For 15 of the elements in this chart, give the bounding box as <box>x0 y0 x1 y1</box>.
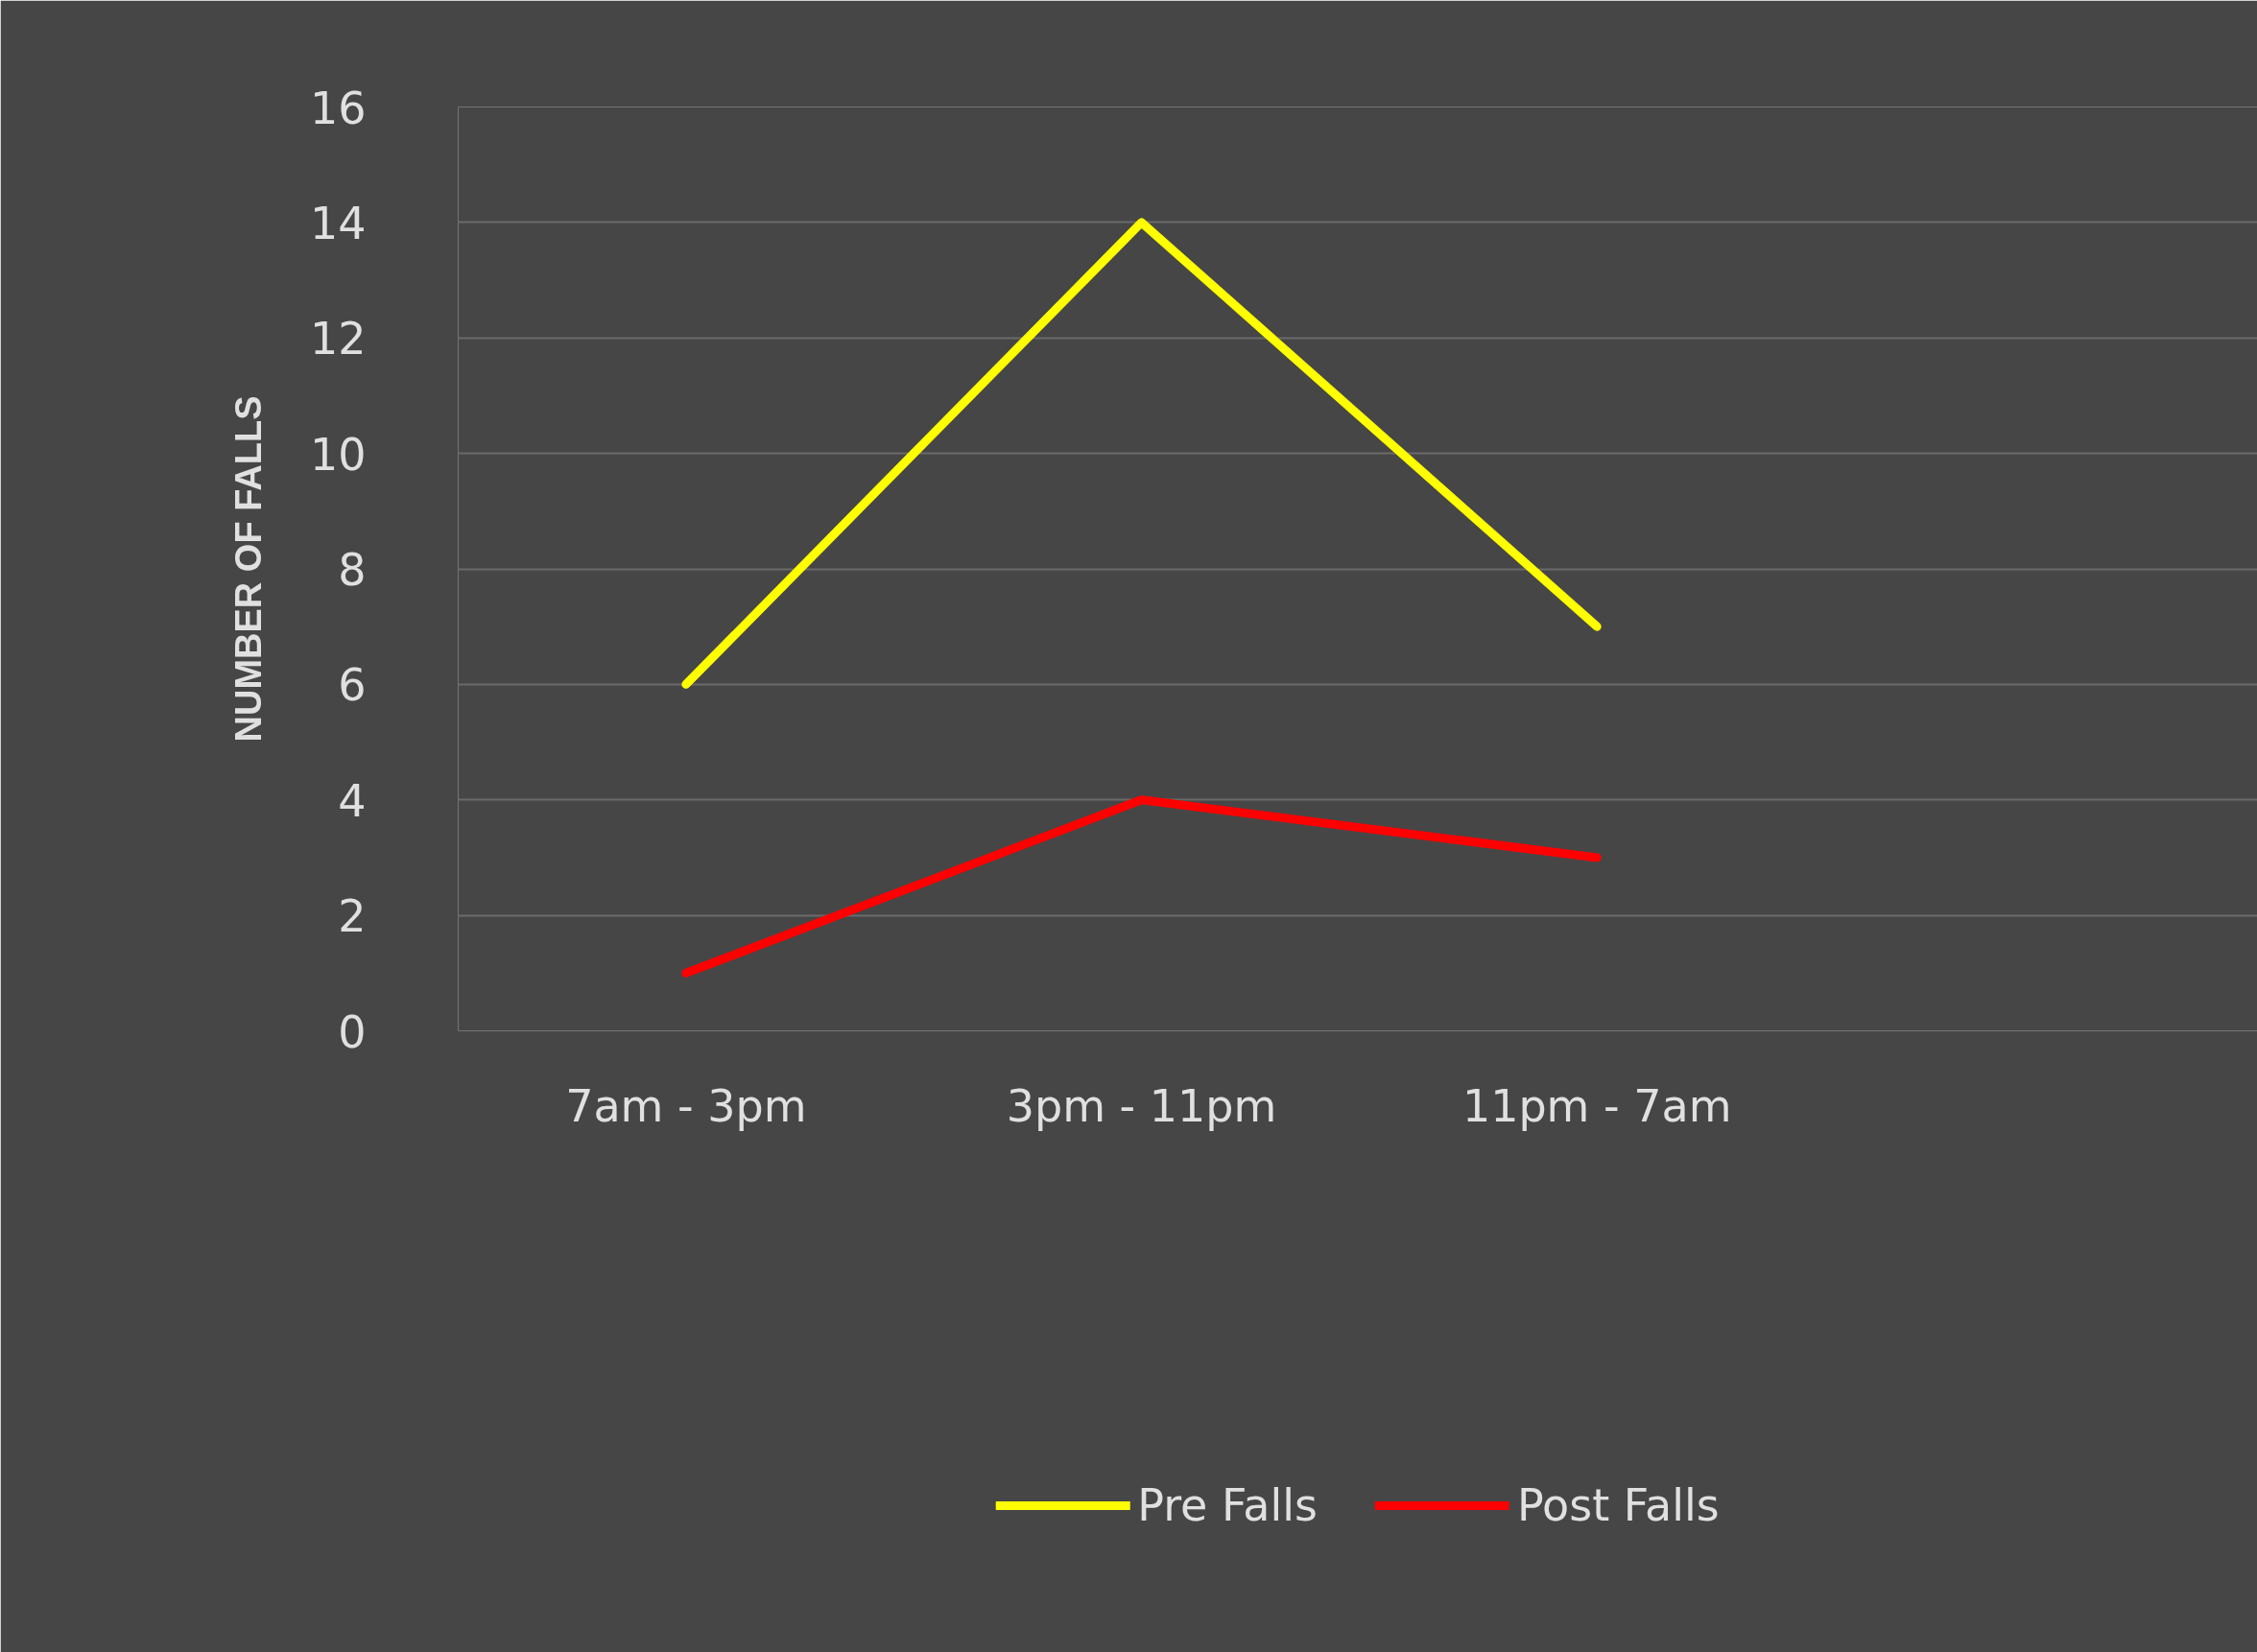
x-tick-label: 3pm - 11pm <box>1006 1079 1277 1132</box>
x-tick-label: 7am - 3pm <box>565 1079 807 1132</box>
y-tick-label: 4 <box>338 774 367 827</box>
y-tick-label: 14 <box>309 197 367 249</box>
y-axis-title: NUMBER OF FALLS <box>227 395 269 743</box>
y-tick-label: 16 <box>309 82 367 134</box>
y-tick-label: 8 <box>338 544 367 596</box>
legend-label: Pre Falls <box>1137 1478 1318 1531</box>
y-tick-label: 6 <box>338 659 367 712</box>
x-tick-label: 11pm - 7am <box>1461 1079 1732 1132</box>
legend-label: Post Falls <box>1516 1478 1720 1531</box>
y-tick-label: 10 <box>309 428 367 481</box>
y-tick-label: 12 <box>309 313 367 366</box>
y-tick-label: 0 <box>338 1005 367 1058</box>
y-tick-label: 2 <box>338 890 367 943</box>
